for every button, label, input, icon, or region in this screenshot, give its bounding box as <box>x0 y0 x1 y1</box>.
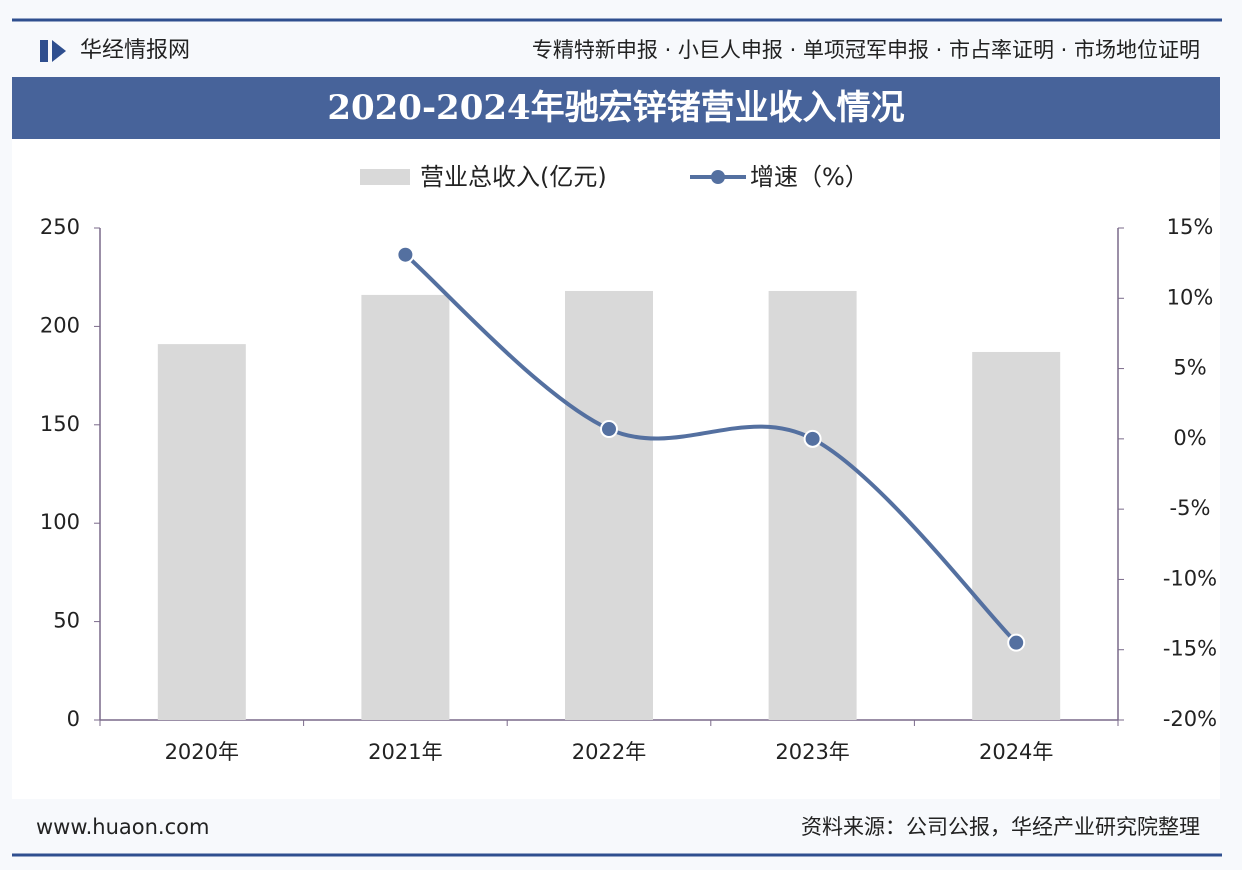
bar <box>565 290 653 720</box>
growth-point <box>600 420 618 439</box>
footer-site: www.huaon.com <box>36 815 209 839</box>
brand: 华经情报网 <box>80 38 190 63</box>
y-tick-label: 50 <box>53 609 80 633</box>
growth-point <box>396 245 415 264</box>
y-tick-label: 0 <box>67 707 80 731</box>
y2-tick-label: 0% <box>1173 426 1206 450</box>
y-tick-label: 250 <box>40 215 80 239</box>
y2-tick-label: 15% <box>1167 215 1214 239</box>
x-tick-label: 2024年 <box>979 740 1053 764</box>
logo <box>40 40 48 62</box>
legend-label: 增速（%） <box>750 163 869 191</box>
legend-swatch <box>360 169 410 185</box>
y2-tick-label: 5% <box>1173 356 1206 380</box>
bar <box>972 351 1061 720</box>
bar <box>768 290 857 720</box>
growth-line <box>404 253 1018 645</box>
logo <box>52 40 66 62</box>
bar <box>157 344 246 720</box>
bar <box>361 294 450 720</box>
x-tick-label: 2023年 <box>775 740 849 764</box>
chart-title: 2020-2024年驰宏锌锗营业收入情况 <box>327 88 904 128</box>
y2-tick-label: -15% <box>1163 637 1217 661</box>
x-tick-label: 2020年 <box>165 740 239 764</box>
y2-tick-label: -20% <box>1163 707 1217 731</box>
title-banner <box>12 77 1220 139</box>
y2-tick-label: -5% <box>1170 496 1211 520</box>
legend-swatch <box>711 170 725 184</box>
y-tick-label: 100 <box>40 510 80 534</box>
y-tick-label: 150 <box>40 412 80 436</box>
y-tick-label: 200 <box>40 313 80 337</box>
footer-source: 资料来源：公司公报，华经产业研究院整理 <box>801 815 1200 839</box>
services: 专精特新申报 · 小巨人申报 · 单项冠军申报 · 市占率证明 · 市场地位证明 <box>532 38 1200 62</box>
x-tick-label: 2022年 <box>572 740 646 764</box>
growth-point <box>803 429 822 448</box>
y2-tick-label: -10% <box>1163 566 1217 590</box>
legend-label: 营业总收入(亿元) <box>420 163 607 191</box>
y2-tick-label: 10% <box>1167 285 1214 309</box>
growth-point <box>1007 633 1026 652</box>
x-tick-label: 2021年 <box>368 740 442 764</box>
